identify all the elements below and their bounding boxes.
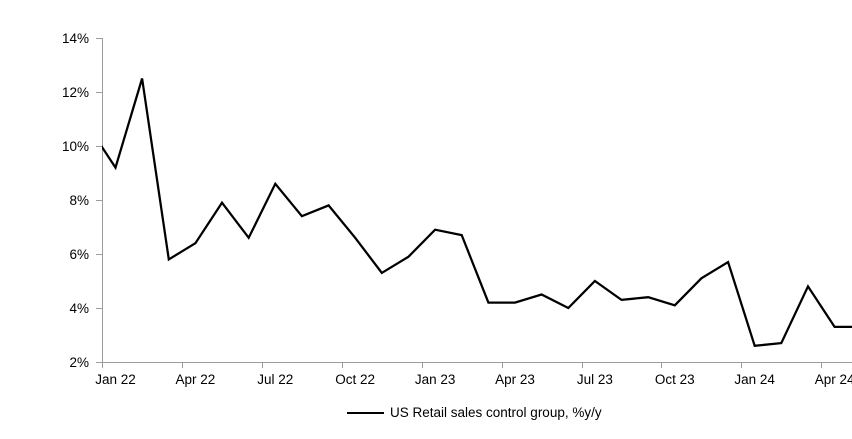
y-tick-label: 12% [62,85,89,100]
y-tick-label: 2% [69,355,89,370]
x-tick-label: Jan 22 [95,372,136,387]
legend-line-sample [347,411,384,414]
y-tick-label: 14% [62,31,89,46]
y-tick-label: 8% [69,193,89,208]
x-tick-label: Jul 22 [257,372,293,387]
x-tick-label: Oct 22 [335,372,375,387]
x-tick-label: Jan 24 [734,372,775,387]
line-chart-canvas: 2% 4% 6% 8% 10% 12% 14% Jan 22 Apr 22 Jul 22 Oct 2… [62,31,852,387]
y-tick-label: 10% [62,139,89,154]
x-tick-label: Oct 23 [655,372,695,387]
y-tick-label: 4% [69,301,89,316]
data-line-series [102,78,852,348]
x-tick-label: Apr 23 [495,372,535,387]
retail-sales-line-chart: 2% 4% 6% 8% 10% 12% 14% Jan 22 Apr 22 Jul 22 Oct 2… [40,16,852,439]
legend-label: US Retail sales control group, %y/y [390,405,602,420]
legend: US Retail sales control group, %y/y [347,405,602,420]
x-tick-label: Jan 23 [415,372,456,387]
x-tick-label: Apr 24 [815,372,852,387]
y-tick-label: 6% [69,247,89,262]
x-tick-label: Apr 22 [176,372,216,387]
x-tick-label: Jul 23 [577,372,613,387]
